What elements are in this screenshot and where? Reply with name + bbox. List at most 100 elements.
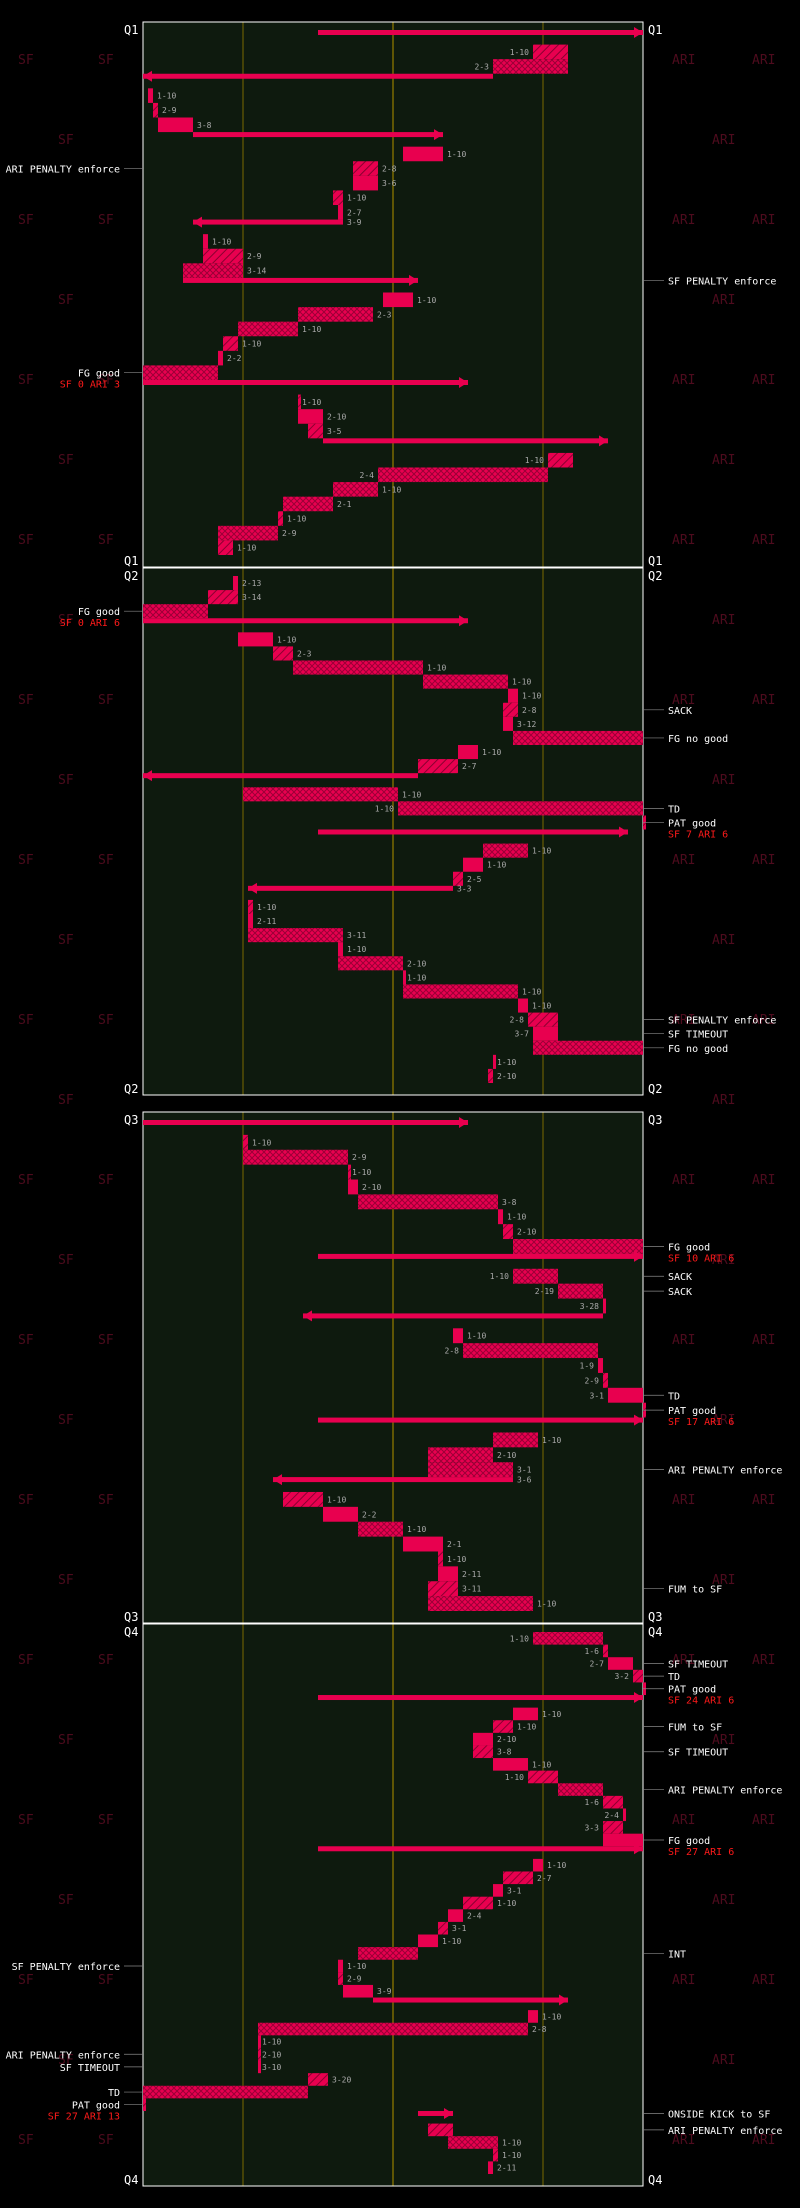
play-bar xyxy=(493,59,568,74)
play-bar xyxy=(533,1026,558,1041)
team-watermark-right: ARI xyxy=(752,1493,775,1508)
down-label: 1-10 xyxy=(502,2138,521,2147)
play-bar xyxy=(603,1298,606,1314)
team-watermark-right: ARI xyxy=(712,1253,735,1268)
play-bar xyxy=(298,307,373,322)
down-label: 3-28 xyxy=(580,1302,599,1311)
down-label: 3-11 xyxy=(462,1585,481,1594)
team-watermark-right: ARI xyxy=(712,1573,735,1588)
play-bar xyxy=(603,1372,608,1388)
play-bar xyxy=(488,1068,493,1083)
play-annotation: FG good xyxy=(668,1836,710,1847)
team-watermark-left: SF xyxy=(18,1333,34,1348)
play-bar xyxy=(308,423,323,439)
play-bar xyxy=(428,1462,513,1478)
play-bar xyxy=(558,1283,603,1299)
play-bar xyxy=(248,885,453,891)
score-annotation: SF 17 ARI 6 xyxy=(668,1417,734,1428)
down-label: 2-10 xyxy=(517,1228,536,1237)
play-bar xyxy=(248,914,253,929)
team-watermark-right: ARI xyxy=(752,1013,775,1028)
play-arrowhead xyxy=(634,1250,643,1262)
play-arrowhead xyxy=(634,1843,643,1855)
down-label: 2-11 xyxy=(462,1570,481,1579)
play-bar xyxy=(143,604,208,619)
play-bar xyxy=(463,1896,493,1910)
play-bar xyxy=(318,1695,643,1701)
down-label: 1-10 xyxy=(252,1138,271,1147)
team-watermark-right: ARI xyxy=(712,2053,735,2068)
down-label: 2-10 xyxy=(362,1183,381,1192)
down-label: 2-8 xyxy=(522,706,537,715)
down-label: 1-10 xyxy=(352,1168,371,1177)
play-bar xyxy=(503,702,518,717)
quarter-label-end-right: Q1 xyxy=(648,554,662,568)
down-label: 1-10 xyxy=(402,790,421,799)
play-bar xyxy=(438,1921,448,1935)
team-watermark-right: ARI xyxy=(752,1653,775,1668)
down-label: 1-10 xyxy=(277,635,296,644)
down-label: 2-3 xyxy=(377,310,392,319)
down-label: 1-10 xyxy=(512,678,531,687)
team-watermark-left: SF xyxy=(18,1653,34,1668)
quarter-label-start-left: Q3 xyxy=(124,1113,138,1127)
down-label: 2-7 xyxy=(590,1660,605,1669)
team-watermark-left: SF xyxy=(18,213,34,228)
quarter-label-end-left: Q4 xyxy=(124,2173,138,2187)
score-annotation: SF 10 ARI 6 xyxy=(668,1253,734,1264)
down-label: 3-8 xyxy=(502,1198,517,1207)
play-bar xyxy=(528,1012,558,1027)
team-watermark-right: ARI xyxy=(752,213,775,228)
team-watermark-left: SF xyxy=(18,1813,34,1828)
play-bar xyxy=(513,1268,558,1284)
play-annotation: INT xyxy=(668,1949,686,1960)
play-annotation: PAT good xyxy=(668,1685,716,1696)
down-label: 2-1 xyxy=(337,500,352,509)
down-label: 1-10 xyxy=(522,987,541,996)
down-label: 1-10 xyxy=(532,847,551,856)
down-label: 2-10 xyxy=(327,412,346,421)
team-watermark-right: ARI xyxy=(672,853,695,868)
team-watermark-left: SF xyxy=(58,1093,74,1108)
down-label: 3-14 xyxy=(247,267,266,276)
play-bar xyxy=(183,277,418,283)
team-watermark-right: ARI xyxy=(712,1733,735,1748)
down-label: 1-10 xyxy=(212,237,231,246)
down-label: 1-10 xyxy=(517,1723,536,1732)
play-bar xyxy=(403,970,406,985)
play-arrowhead xyxy=(143,70,152,82)
down-label: 3-20 xyxy=(332,2075,351,2084)
down-label: 1-10 xyxy=(407,1525,426,1534)
play-annotation: ARI PENALTY enforce xyxy=(668,1786,782,1797)
team-watermark-left: SF xyxy=(98,693,114,708)
play-bar xyxy=(383,292,413,308)
team-watermark-left: SF xyxy=(18,1173,34,1188)
team-watermark-left: SF xyxy=(98,1653,114,1668)
play-arrowhead xyxy=(303,1310,312,1322)
down-label: 3-8 xyxy=(197,121,212,130)
team-watermark-left: SF xyxy=(98,373,114,388)
play-bar xyxy=(318,1417,643,1423)
team-watermark-right: ARI xyxy=(712,773,735,788)
play-bar xyxy=(503,1224,513,1240)
team-watermark-right: ARI xyxy=(752,1173,775,1188)
down-label: 1-6 xyxy=(585,1647,600,1656)
play-arrowhead xyxy=(248,882,257,894)
play-bar xyxy=(558,1783,603,1796)
down-label: 1-10 xyxy=(407,973,426,982)
play-annotation: SF PENALTY enforce xyxy=(668,1016,776,1027)
play-arrowhead xyxy=(634,1414,643,1426)
play-bar xyxy=(203,248,243,264)
play-bar xyxy=(378,467,548,483)
play-annotation: PAT good xyxy=(72,2101,120,2112)
down-label: 2-10 xyxy=(497,1735,516,1744)
team-watermark-right: ARI xyxy=(672,213,695,228)
play-bar xyxy=(143,365,218,380)
team-watermark-right: ARI xyxy=(672,53,695,68)
play-bar xyxy=(503,716,513,731)
play-arrowhead xyxy=(619,826,628,838)
quarter-frame xyxy=(142,1111,644,1624)
team-watermark-right: ARI xyxy=(672,533,695,548)
play-bar xyxy=(428,2123,453,2137)
team-watermark-right: ARI xyxy=(712,933,735,948)
